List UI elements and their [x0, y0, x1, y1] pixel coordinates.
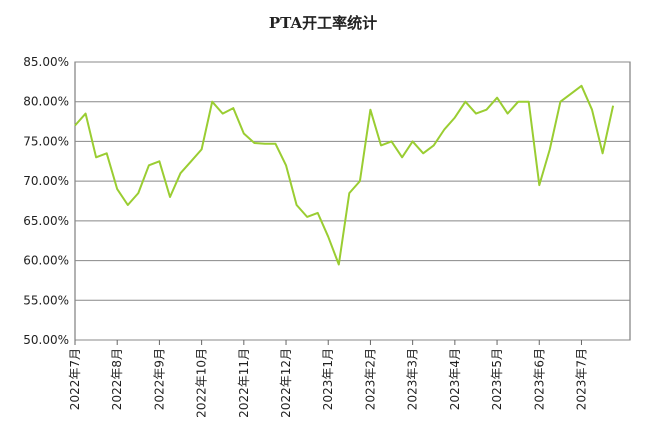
x-tick-label: 2023年3月 [406, 348, 420, 410]
y-tick-label: 55.00% [23, 293, 69, 307]
plot-frame [74, 61, 631, 341]
x-tick-label: 2022年10月 [195, 348, 209, 418]
y-tick-label: 60.00% [23, 254, 69, 268]
x-tick-label: 2022年12月 [279, 348, 293, 418]
x-tick-label: 2023年7月 [574, 348, 588, 410]
x-tick-label: 2022年9月 [152, 348, 166, 410]
data-line [74, 84, 615, 266]
x-tick-label: 2023年6月 [532, 348, 546, 410]
x-tick-label: 2022年11月 [237, 348, 251, 418]
chart-title: PTA开工率统计 [269, 14, 377, 32]
x-tick-label: 2023年4月 [448, 348, 462, 410]
y-tick-label: 85.00% [23, 55, 69, 69]
x-tick-label: 2023年2月 [363, 348, 377, 410]
y-tick-label: 75.00% [23, 134, 69, 148]
y-tick-label: 80.00% [23, 95, 69, 109]
x-tick-label: 2022年8月 [110, 348, 124, 410]
x-tick-label: 2023年5月 [490, 348, 504, 410]
x-tick-label: 2023年1月 [321, 348, 335, 410]
x-tick-label: 2022年7月 [68, 348, 82, 410]
y-tick-label: 70.00% [23, 174, 69, 188]
y-tick-label: 50.00% [23, 333, 69, 347]
y-tick-label: 65.00% [23, 214, 69, 228]
